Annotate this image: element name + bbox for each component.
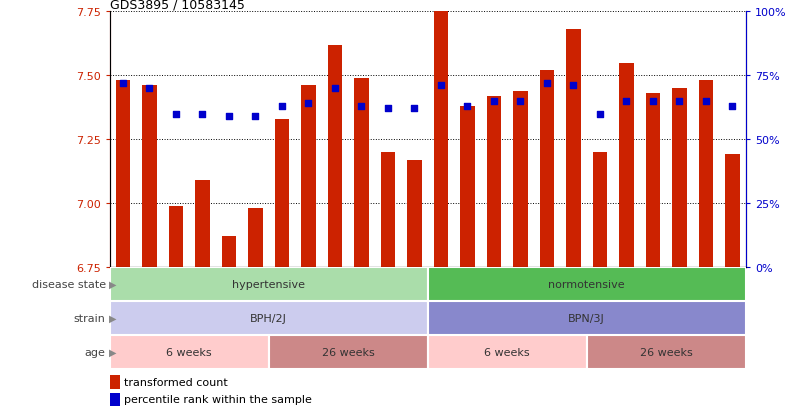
Point [541, 81, 553, 87]
Bar [195, 180, 210, 267]
Text: 26 weeks: 26 weeks [322, 347, 375, 357]
Bar [586, 335, 746, 369]
Text: transformed count: transformed count [124, 377, 228, 387]
Point [328, 85, 341, 92]
Bar [461, 107, 475, 267]
Bar [110, 375, 120, 389]
Text: ▶: ▶ [109, 347, 116, 357]
Bar [540, 71, 554, 267]
Bar [169, 206, 183, 267]
Point [461, 103, 474, 110]
Bar [143, 86, 157, 267]
Point [646, 98, 659, 105]
Text: 26 weeks: 26 weeks [640, 347, 693, 357]
Point [355, 103, 368, 110]
Bar [269, 335, 428, 369]
Bar [110, 267, 428, 301]
Point [435, 83, 448, 90]
Text: GDS3895 / 10583145: GDS3895 / 10583145 [110, 0, 244, 11]
Text: BPH/2J: BPH/2J [250, 313, 288, 323]
Point [408, 106, 421, 112]
Point [170, 111, 183, 118]
Point [117, 81, 130, 87]
Point [699, 98, 712, 105]
Point [302, 101, 315, 107]
Bar [725, 155, 740, 267]
Bar [487, 97, 501, 267]
Bar [646, 94, 660, 267]
Bar [380, 152, 395, 267]
Bar [407, 160, 422, 267]
Point [143, 85, 156, 92]
Text: age: age [85, 347, 106, 357]
Bar [301, 86, 316, 267]
Text: ▶: ▶ [109, 313, 116, 323]
Bar [433, 12, 449, 267]
Bar [428, 335, 586, 369]
Bar [428, 267, 746, 301]
Point [620, 98, 633, 105]
Point [196, 111, 209, 118]
Point [514, 98, 527, 105]
Point [381, 106, 394, 112]
Bar [698, 81, 713, 267]
Text: normotensive: normotensive [549, 279, 625, 289]
Point [673, 98, 686, 105]
Bar [115, 81, 131, 267]
Bar [619, 63, 634, 267]
Point [594, 111, 606, 118]
Text: strain: strain [74, 313, 106, 323]
Bar [328, 45, 342, 267]
Text: hypertensive: hypertensive [232, 279, 305, 289]
Bar [248, 209, 263, 267]
Point [249, 114, 262, 120]
Point [726, 103, 739, 110]
Point [567, 83, 580, 90]
Text: percentile rank within the sample: percentile rank within the sample [124, 394, 312, 404]
Point [276, 103, 288, 110]
Text: ▶: ▶ [109, 279, 116, 289]
Bar [566, 30, 581, 267]
Bar [513, 91, 528, 267]
Bar [354, 78, 368, 267]
Bar [275, 119, 289, 267]
Bar [428, 301, 746, 335]
Text: 6 weeks: 6 weeks [167, 347, 212, 357]
Text: BPN/3J: BPN/3J [569, 313, 605, 323]
Bar [110, 301, 428, 335]
Bar [222, 237, 236, 267]
Text: disease state: disease state [31, 279, 106, 289]
Bar [593, 152, 607, 267]
Text: 6 weeks: 6 weeks [485, 347, 530, 357]
Bar [672, 89, 686, 267]
Point [488, 98, 501, 105]
Bar [110, 335, 269, 369]
Point [223, 114, 235, 120]
Bar [110, 393, 120, 406]
